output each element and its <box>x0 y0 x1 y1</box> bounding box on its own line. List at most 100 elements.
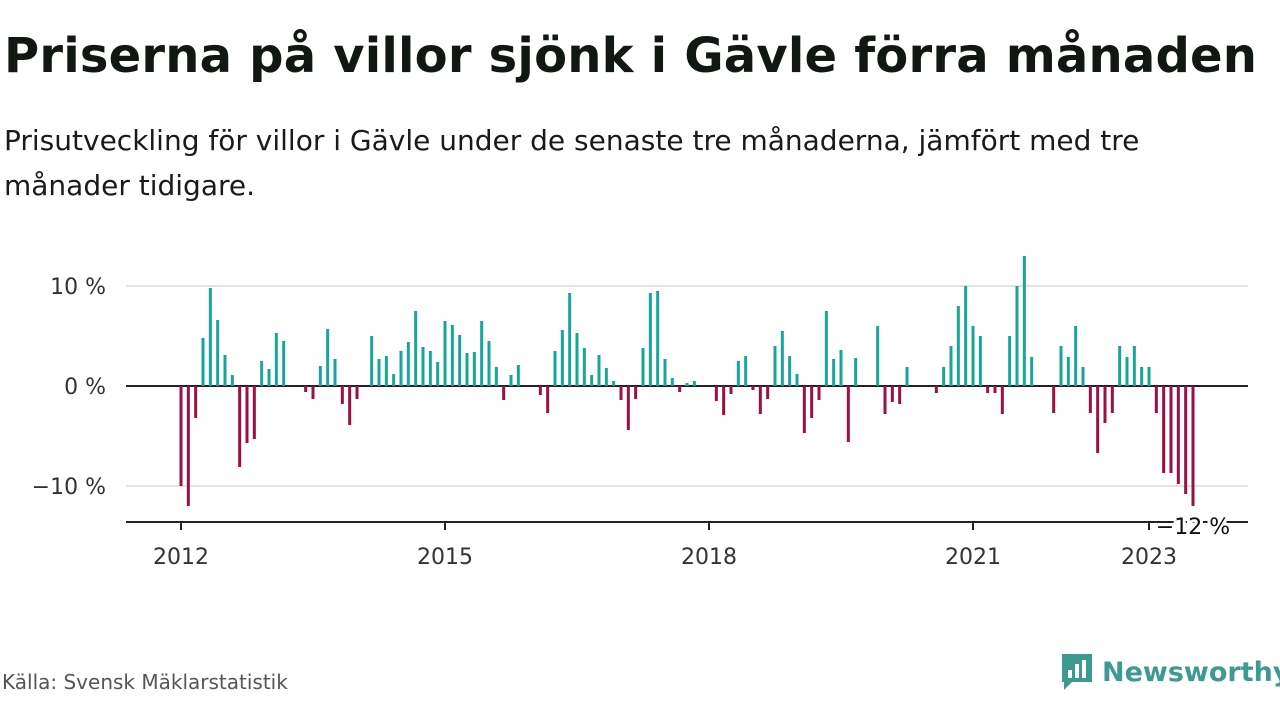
bar-chart: 10 % 0 % −10 % 2012 2015 2018 2021 2023 −12 % <box>32 256 1248 570</box>
y-tick-label: −10 % <box>32 475 106 500</box>
bar <box>582 348 586 386</box>
bar <box>846 386 850 442</box>
bar <box>1022 256 1026 386</box>
bar <box>758 386 762 414</box>
bar <box>201 338 205 386</box>
bar <box>1008 336 1012 386</box>
bar <box>766 386 770 399</box>
bar <box>1096 386 1100 453</box>
bar <box>626 386 630 430</box>
x-tick-label: 2021 <box>945 545 1001 570</box>
bar <box>1059 346 1063 386</box>
bar <box>318 366 322 386</box>
x-axis-labels: 2012 2015 2018 2021 2023 <box>153 545 1177 570</box>
bar <box>333 359 337 386</box>
bar <box>736 361 740 386</box>
bar <box>648 293 652 386</box>
chart-subtitle: Prisutveckling för villor i Gävle under … <box>4 124 1140 202</box>
bar <box>692 381 696 386</box>
bar <box>612 381 616 386</box>
bar <box>942 367 946 386</box>
bar <box>817 386 821 400</box>
bar <box>773 346 777 386</box>
bar <box>1103 386 1107 423</box>
x-tick-label: 2018 <box>681 545 737 570</box>
bar <box>377 359 381 386</box>
bar <box>458 335 462 386</box>
bar <box>553 351 557 386</box>
x-tick-label: 2023 <box>1121 545 1177 570</box>
bar <box>304 386 308 392</box>
bar <box>1052 386 1056 413</box>
bar <box>590 375 594 386</box>
bar <box>502 386 506 400</box>
bar <box>472 352 476 386</box>
bar <box>348 386 352 425</box>
bar <box>194 386 198 418</box>
bar <box>282 341 286 386</box>
bar <box>795 374 799 386</box>
brand-name: Newsworthy <box>1102 656 1280 688</box>
bar <box>494 367 498 386</box>
bar <box>414 311 418 386</box>
bar <box>714 386 718 401</box>
bar <box>326 329 330 386</box>
bar <box>1110 386 1114 413</box>
chart-title: Priserna på villor sjönk i Gävle förra m… <box>4 28 1258 84</box>
bar <box>1191 386 1195 506</box>
bar <box>538 386 542 395</box>
bar <box>905 367 909 386</box>
bar <box>597 355 601 386</box>
bar <box>1162 386 1166 473</box>
bar <box>487 341 491 386</box>
bar <box>839 350 843 386</box>
bar <box>971 326 975 386</box>
bar <box>1118 346 1122 386</box>
bar <box>274 333 278 386</box>
bar <box>311 386 315 399</box>
bar <box>436 362 440 386</box>
bar <box>443 321 447 386</box>
bar <box>876 326 880 386</box>
bar <box>670 378 674 386</box>
bar <box>978 336 982 386</box>
bar <box>744 356 748 386</box>
bar <box>252 386 256 439</box>
bar <box>986 386 990 393</box>
bar <box>1176 386 1180 484</box>
bar <box>1030 357 1034 386</box>
bar <box>1147 367 1151 386</box>
bar <box>399 351 403 386</box>
bars <box>179 256 1195 506</box>
bar <box>260 361 264 386</box>
bar <box>1000 386 1004 414</box>
x-tick-label: 2012 <box>153 545 209 570</box>
bar <box>238 386 242 467</box>
bar <box>824 311 828 386</box>
bar <box>934 386 938 393</box>
bar <box>406 342 410 386</box>
bar <box>1081 367 1085 386</box>
bar <box>729 386 733 394</box>
bar <box>186 386 190 506</box>
bar <box>810 386 814 418</box>
bar <box>1066 357 1070 386</box>
bar <box>854 358 858 386</box>
bar <box>751 386 755 390</box>
bar <box>685 383 689 386</box>
bar <box>832 359 836 386</box>
bar <box>509 375 513 386</box>
bar <box>1088 386 1092 413</box>
newsworthy-logo-icon <box>1062 654 1092 690</box>
bar <box>560 330 564 386</box>
bar <box>340 386 344 404</box>
bar <box>663 359 667 386</box>
bar <box>656 291 660 386</box>
source-note: Källa: Svensk Mäklarstatistik <box>2 670 288 694</box>
bar <box>216 320 220 386</box>
bar <box>1125 357 1129 386</box>
bar <box>604 368 608 386</box>
bar <box>956 306 960 386</box>
bar <box>516 365 520 386</box>
bar <box>722 386 726 415</box>
